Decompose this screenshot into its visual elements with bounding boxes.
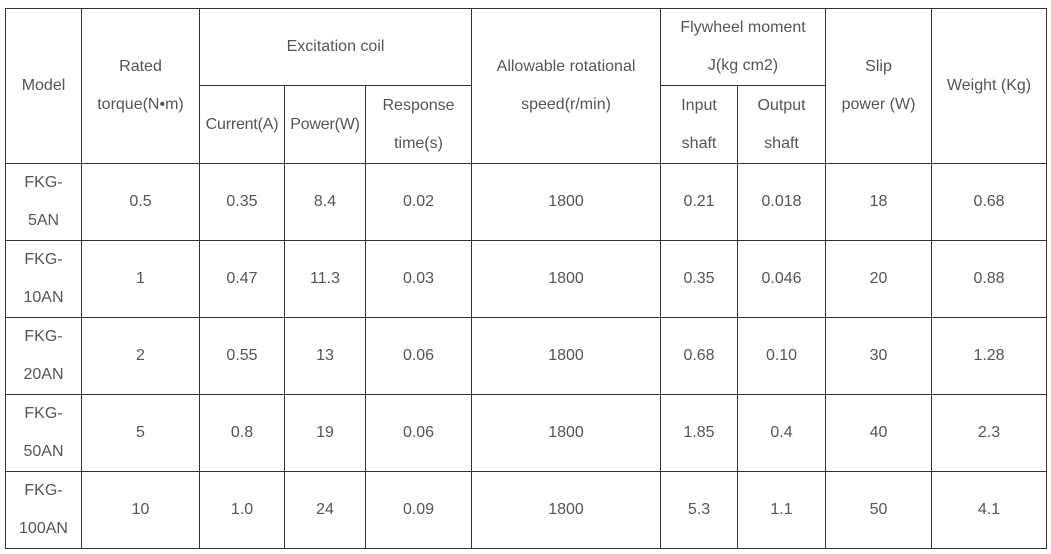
header-output-shaft-line-1: Output xyxy=(757,96,806,114)
header-slip-power: Slip power (W) xyxy=(825,8,933,164)
cell-weight: 2.3 xyxy=(931,394,1048,472)
cell-current: 0.55 xyxy=(199,317,285,395)
cell-model: FKG- 10AN xyxy=(5,240,82,318)
header-flywheel-moment: Flywheel moment J(kg cm2) xyxy=(660,8,827,86)
cell-model-line-2: 20AN xyxy=(23,366,64,383)
cell-speed: 1800 xyxy=(471,163,662,241)
cell-weight: 1.28 xyxy=(931,317,1048,395)
header-allowable-speed-line-2: speed(r/min) xyxy=(521,96,611,113)
header-response-time-line-1: Response xyxy=(382,96,455,114)
header-weight: Weight (Kg) xyxy=(931,8,1048,164)
cell-speed: 1800 xyxy=(471,471,662,549)
cell-model: FKG- 100AN xyxy=(5,471,82,549)
header-current: Current(A) xyxy=(199,85,285,164)
cell-current: 0.47 xyxy=(199,240,285,318)
header-flywheel-moment-line-2: J(kg cm2) xyxy=(707,57,779,74)
header-input-shaft-line-2: shaft xyxy=(681,134,717,152)
table-row: FKG- 100AN 10 1.0 24 0.09 1800 5.3 1.1 50 4.1 xyxy=(5,471,1048,549)
cell-model-line-2: 50AN xyxy=(23,443,64,460)
header-rated-torque-line-1: Rated xyxy=(119,58,162,75)
cell-slip: 18 xyxy=(825,163,933,241)
cell-model-line-1: FKG- xyxy=(24,251,63,268)
cell-input: 0.21 xyxy=(660,163,739,241)
table-row: FKG- 5AN 0.5 0.35 8.4 0.02 1800 0.21 0.018 18 0.68 xyxy=(5,163,1048,241)
cell-weight: 0.68 xyxy=(931,163,1048,241)
header-response-time-line-2: time(s) xyxy=(394,134,443,152)
cell-slip: 30 xyxy=(825,317,933,395)
cell-torque: 0.5 xyxy=(81,163,200,241)
cell-input: 0.68 xyxy=(660,317,739,395)
cell-weight: 0.88 xyxy=(931,240,1048,318)
cell-response: 0.09 xyxy=(364,471,473,549)
cell-current: 1.0 xyxy=(199,471,285,549)
cell-input: 5.3 xyxy=(660,471,739,549)
cell-output: 0.10 xyxy=(737,317,827,395)
cell-torque: 10 xyxy=(81,471,200,549)
cell-output: 1.1 xyxy=(737,471,827,549)
header-rated-torque-line-2: torque(N•m) xyxy=(97,96,184,113)
cell-speed: 1800 xyxy=(471,240,662,318)
header-input-shaft: Input shaft xyxy=(660,85,739,164)
cell-torque: 5 xyxy=(81,394,200,472)
cell-power: 11.3 xyxy=(284,240,366,318)
header-allowable-speed: Allowable rotational speed(r/min) xyxy=(471,8,662,164)
cell-power: 24 xyxy=(284,471,366,549)
cell-torque: 1 xyxy=(81,240,200,318)
header-flywheel-moment-line-1: Flywheel moment xyxy=(680,19,806,36)
cell-slip: 20 xyxy=(825,240,933,318)
cell-power: 19 xyxy=(284,394,366,472)
cell-model-line-1: FKG- xyxy=(24,482,63,499)
cell-input: 1.85 xyxy=(660,394,739,472)
cell-speed: 1800 xyxy=(471,394,662,472)
header-row-1: Model Rated torque(N•m) Excitation coil … xyxy=(5,8,1048,164)
cell-model-line-1: FKG- xyxy=(24,405,63,422)
cell-model-line-2: 5AN xyxy=(27,212,60,229)
cell-model: FKG- 50AN xyxy=(5,394,82,472)
cell-output: 0.046 xyxy=(737,240,827,318)
header-power: Power(W) xyxy=(284,85,366,164)
header-rated-torque: Rated torque(N•m) xyxy=(81,8,200,164)
header-row-2: Current(A) Power(W) Response time(s) Inp… xyxy=(6,85,1047,164)
header-response-time: Response time(s) xyxy=(364,85,473,164)
cell-input: 0.35 xyxy=(660,240,739,318)
data-rows: FKG- 5AN 0.5 0.35 8.4 0.02 1800 0.21 0.018 18 0.68… xyxy=(5,163,1048,549)
cell-slip: 40 xyxy=(825,394,933,472)
cell-power: 8.4 xyxy=(284,163,366,241)
header-slip-power-line-2: power (W) xyxy=(841,96,916,113)
table-row: FKG- 50AN 5 0.8 19 0.06 1800 1.85 0.4 40 2.3 xyxy=(5,394,1048,472)
cell-output: 0.018 xyxy=(737,163,827,241)
cell-model-line-2: 10AN xyxy=(23,289,64,306)
cell-model-line-2: 100AN xyxy=(19,520,68,537)
cell-current: 0.35 xyxy=(199,163,285,241)
spec-table: Model Rated torque(N•m) Excitation coil … xyxy=(5,8,1048,549)
cell-response: 0.03 xyxy=(364,240,473,318)
cell-model-line-1: FKG- xyxy=(24,174,63,191)
header-output-shaft: Output shaft xyxy=(737,85,827,164)
cell-slip: 50 xyxy=(825,471,933,549)
cell-current: 0.8 xyxy=(199,394,285,472)
cell-response: 0.06 xyxy=(364,317,473,395)
cell-model: FKG- 5AN xyxy=(5,163,82,241)
header-output-shaft-line-2: shaft xyxy=(764,134,799,152)
header-model: Model xyxy=(5,8,82,164)
table-row: FKG- 10AN 1 0.47 11.3 0.03 1800 0.35 0.046 20 0.88 xyxy=(5,240,1048,318)
cell-speed: 1800 xyxy=(471,317,662,395)
header-excitation-coil: Excitation coil xyxy=(198,8,473,86)
cell-model: FKG- 20AN xyxy=(5,317,82,395)
cell-output: 0.4 xyxy=(737,394,827,472)
header-input-shaft-line-1: Input xyxy=(681,96,717,114)
cell-model-line-1: FKG- xyxy=(24,328,63,345)
cell-power: 13 xyxy=(284,317,366,395)
cell-response: 0.06 xyxy=(364,394,473,472)
cell-response: 0.02 xyxy=(364,163,473,241)
cell-torque: 2 xyxy=(81,317,200,395)
table-row: FKG- 20AN 2 0.55 13 0.06 1800 0.68 0.10 30 1.28 xyxy=(5,317,1048,395)
header-slip-power-line-1: Slip xyxy=(865,58,892,75)
header-allowable-speed-line-1: Allowable rotational xyxy=(496,58,636,75)
cell-weight: 4.1 xyxy=(931,471,1048,549)
